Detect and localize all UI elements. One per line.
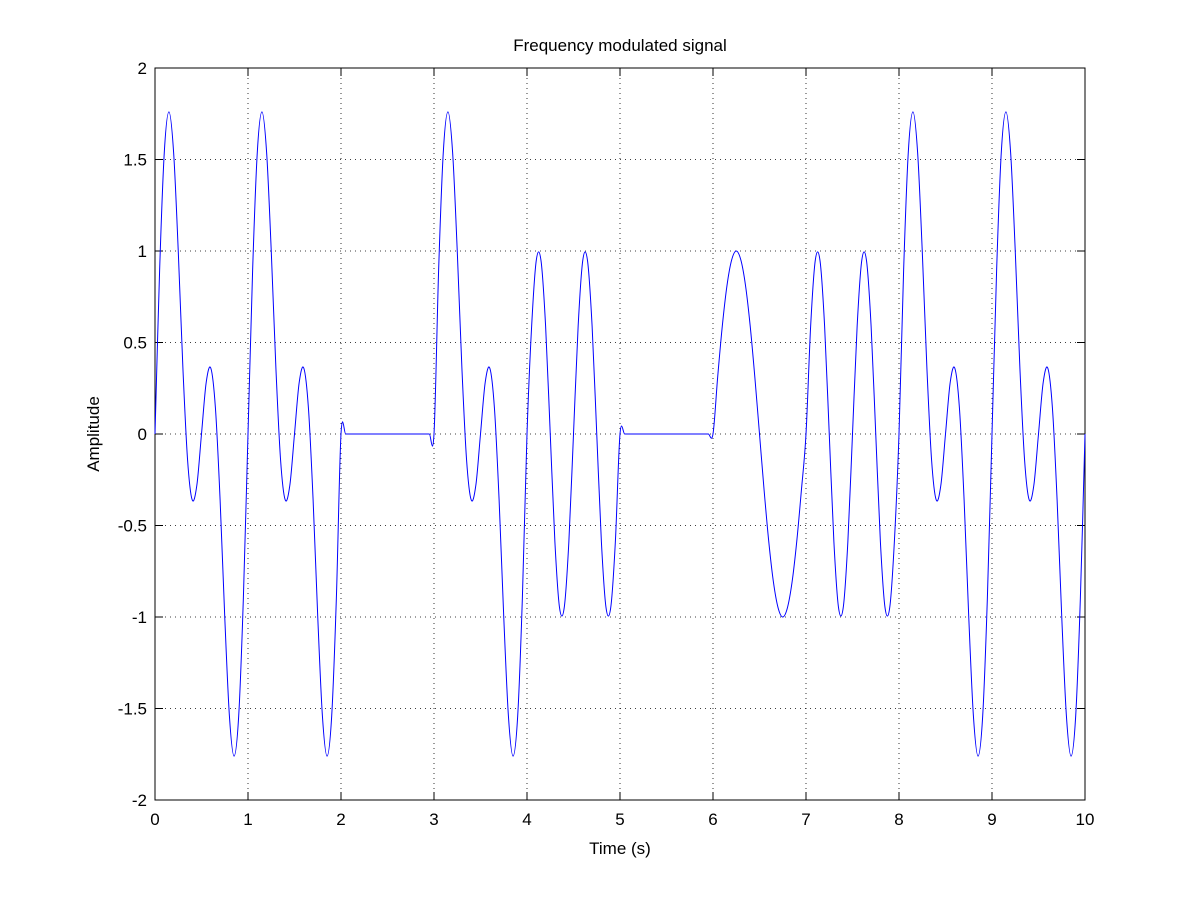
y-tick-label: -0.5: [118, 517, 147, 536]
x-tick-label: 6: [708, 810, 717, 829]
x-tick-label: 0: [150, 810, 159, 829]
x-axis-label: Time (s): [589, 839, 651, 858]
x-tick-label: 3: [429, 810, 438, 829]
x-tick-label: 1: [243, 810, 252, 829]
x-tick-label: 5: [615, 810, 624, 829]
chart-title: Frequency modulated signal: [513, 36, 727, 55]
x-tick-label: 2: [336, 810, 345, 829]
y-tick-label: -2: [132, 791, 147, 810]
y-axis-label: Amplitude: [84, 396, 103, 472]
x-tick-label: 8: [894, 810, 903, 829]
x-tick-label: 7: [801, 810, 810, 829]
x-tick-label: 9: [987, 810, 996, 829]
y-tick-label: 0: [138, 425, 147, 444]
y-tick-label: 2: [138, 59, 147, 78]
y-tick-label: 1: [138, 242, 147, 261]
signal-line: [154, 111, 1086, 757]
x-tick-label: 4: [522, 810, 531, 829]
y-tick-label: -1: [132, 608, 147, 627]
y-tick-label: 0.5: [123, 334, 147, 353]
x-tick-label: 10: [1076, 810, 1095, 829]
y-tick-label: 1.5: [123, 151, 147, 170]
y-tick-label: -1.5: [118, 700, 147, 719]
